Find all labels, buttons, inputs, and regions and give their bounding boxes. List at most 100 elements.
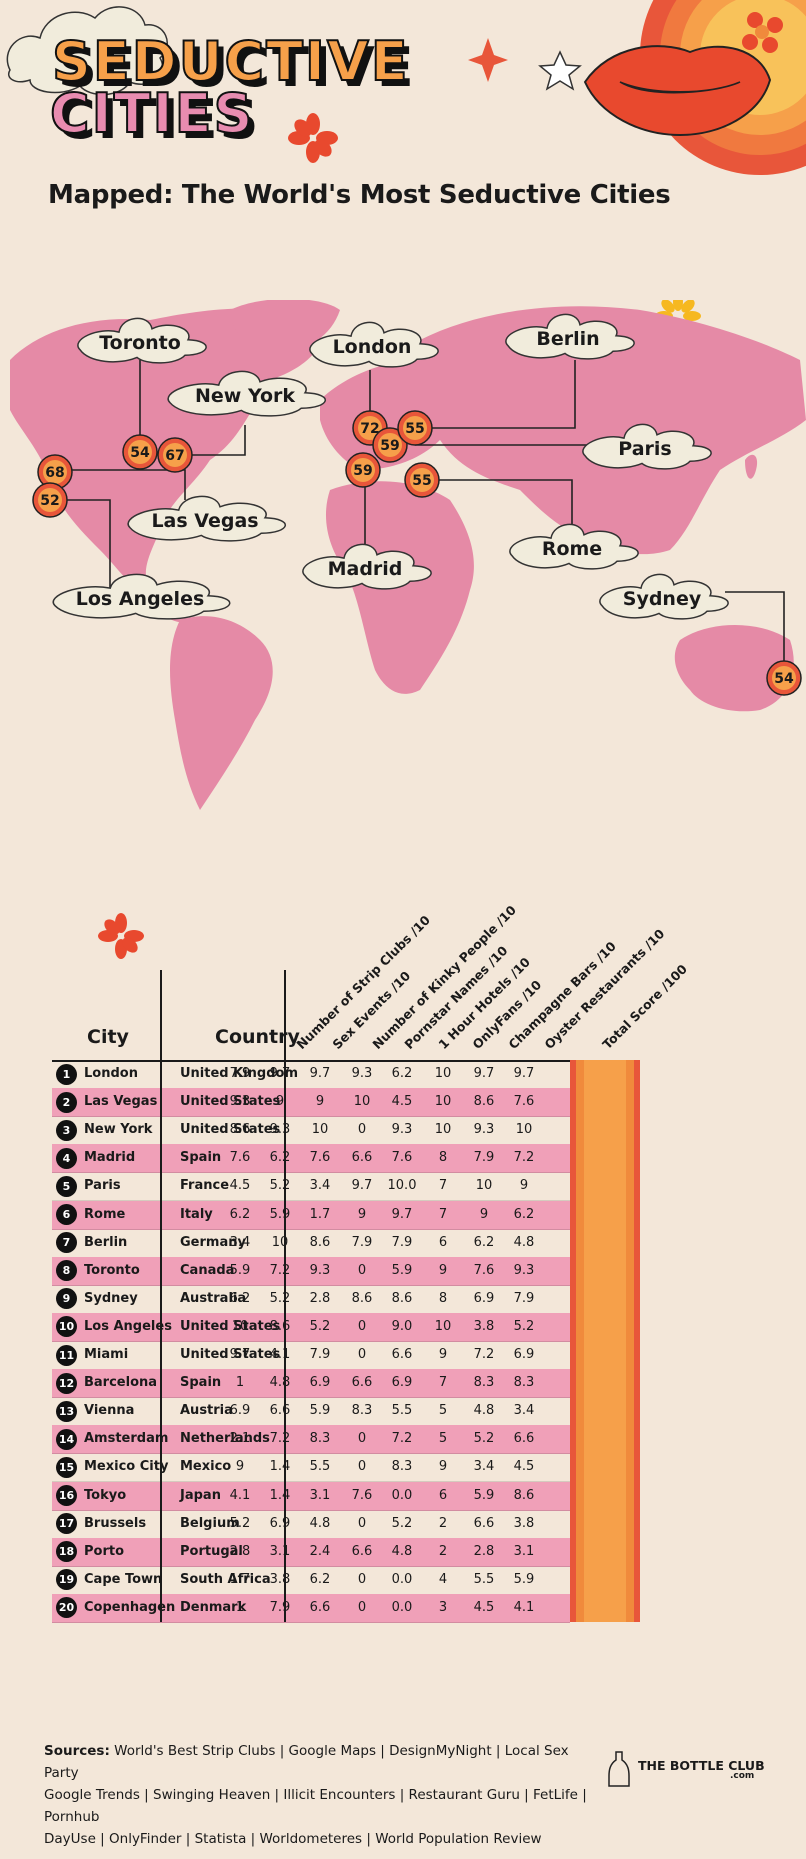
metric-value: 8.6 <box>351 1290 373 1306</box>
metric-value: 3.4 <box>309 1178 331 1194</box>
metric-value: 8.3 <box>351 1403 373 1419</box>
metric-value: 5.2 <box>473 1431 495 1447</box>
connector-lines <box>50 360 785 675</box>
metric-value: 5.9 <box>229 1262 251 1278</box>
city-label: Paris <box>618 438 671 460</box>
metric-value: 8 <box>438 1290 448 1306</box>
metric-value: 7.2 <box>513 1150 535 1166</box>
city-name: Porto <box>84 1543 125 1559</box>
metric-value: 4.1 <box>229 1487 251 1503</box>
brand-logo: THE BOTTLE CLUB .com <box>608 1751 765 1787</box>
city-cloud: Madrid <box>302 543 432 590</box>
pin-score: 59 <box>380 438 399 454</box>
pin-inner <box>128 440 152 464</box>
metric-value: 3.4 <box>229 1234 251 1250</box>
table-header: City Country Number of Strip Clubs /10 Se… <box>52 902 757 1060</box>
metric-value: 9 <box>438 1262 448 1278</box>
metric-value: 10 <box>231 1318 249 1334</box>
rank-badge: 11 <box>56 1344 77 1366</box>
metric-value: 9.0 <box>391 1318 413 1334</box>
metric-value: 6.6 <box>513 1431 535 1447</box>
metric-value: 7.6 <box>391 1150 413 1166</box>
rank-badge: 18 <box>56 1541 77 1563</box>
city-name: Brussels <box>84 1515 147 1531</box>
table-row: 11 Miami United States 9.7 4.1 7.9 0 6.6 9 7.2 6.9 <box>52 1341 570 1371</box>
metric-value: 6.9 <box>391 1375 413 1391</box>
country-name: Mexico <box>180 1459 232 1475</box>
metric-value: 6.9 <box>309 1375 331 1391</box>
metric-value: 2.8 <box>309 1290 331 1306</box>
metric-value: 9.7 <box>229 1347 251 1362</box>
table-row: 7 Berlin Germany 3.4 10 8.6 7.9 7.9 6 6.2 4.8 <box>52 1229 570 1258</box>
metric-value: 8.3 <box>309 1431 331 1447</box>
country-name: Denmark <box>180 1599 247 1615</box>
cloud-shape <box>599 573 729 620</box>
metric-value: 6.6 <box>351 1375 373 1391</box>
metric-value: 6.2 <box>309 1571 331 1587</box>
rank-badge: 13 <box>56 1400 77 1422</box>
rank-badge: 10 <box>56 1316 77 1338</box>
city-name: Amsterdam <box>84 1431 169 1447</box>
metric-value: 5.5 <box>473 1571 495 1587</box>
metric-value: 8.6 <box>473 1094 495 1110</box>
metric-value: 6 <box>438 1487 448 1503</box>
metric-value: 6.2 <box>391 1066 413 1081</box>
city-name: Tokyo <box>84 1487 127 1503</box>
metric-value: 7 <box>438 1206 448 1222</box>
city-cloud: Toronto <box>77 317 207 364</box>
metric-value: 0 <box>357 1262 367 1278</box>
pin-score: 72 <box>360 421 379 437</box>
metric-value: 8.6 <box>391 1290 413 1306</box>
country-name: United States <box>180 1094 281 1110</box>
city-name: Madrid <box>84 1150 136 1166</box>
metric-value: 2.8 <box>229 1543 251 1559</box>
table-row: 1 London United Kingdom 7.9 9.7 9.7 9.3 6.2 10 9.… <box>52 1060 570 1090</box>
metric-value: 4.8 <box>473 1403 495 1419</box>
metric-value: 7.6 <box>351 1487 373 1503</box>
pin-inner <box>351 458 375 482</box>
metric-value: 4.5 <box>229 1178 251 1194</box>
scores-table: City Country Number of Strip Clubs /10 Se… <box>52 902 757 1623</box>
svg-text:CITIES: CITIES <box>50 82 254 145</box>
column-divider <box>160 970 162 1622</box>
cloud-shape <box>167 370 326 417</box>
city-cloud: Paris <box>582 423 712 470</box>
metric-value: 0 <box>357 1431 367 1447</box>
city-name: Mexico City <box>84 1459 169 1475</box>
metric-value: 6.2 <box>513 1206 535 1222</box>
sources-line: Google Trends | Swinging Heaven | Illici… <box>44 1787 587 1825</box>
country-name: Belgium <box>180 1515 240 1531</box>
metric-value: 0 <box>357 1318 367 1334</box>
cloud-shape <box>52 573 231 620</box>
country-name: Australia <box>180 1290 247 1306</box>
metric-value: 0.0 <box>391 1487 413 1503</box>
cloud-decoration <box>6 6 168 96</box>
metric-value: 7.9 <box>269 1599 291 1615</box>
pin-score: 55 <box>405 421 424 437</box>
table-row: 18 Porto Portugal 2.8 3.1 2.4 6.6 4.8 2 2.8 3.1 <box>52 1537 570 1567</box>
metric-value: 9 <box>235 1459 245 1475</box>
metric-value: 4.5 <box>513 1459 535 1475</box>
pin-inner <box>410 468 434 492</box>
city-name: Las Vegas <box>84 1094 158 1110</box>
city-label: Madrid <box>328 558 403 580</box>
metric-value: 6.9 <box>229 1403 251 1419</box>
rank-badge: 9 <box>56 1288 77 1310</box>
city-name: Berlin <box>84 1234 128 1250</box>
rank-badge: 4 <box>56 1147 77 1169</box>
table-row: 6 Rome Italy 6.2 5.9 1.7 9 9.7 7 9 6.2 <box>52 1200 570 1230</box>
city-name: Cape Town <box>84 1571 163 1587</box>
cloud-shape <box>309 321 439 368</box>
metric-value: 6.6 <box>473 1515 495 1531</box>
metric-value: 5.9 <box>473 1487 495 1503</box>
title-graphic: SEDUCTIVE SEDUCTIVE CITIES CITIES <box>6 0 806 175</box>
pin-inner <box>358 416 382 440</box>
table-row: 8 Toronto Canada 5.9 7.2 9.3 0 5.9 9 7.6 9.3 <box>52 1256 570 1286</box>
metric-value: 9 <box>357 1206 367 1222</box>
metric-value: 0 <box>357 1515 367 1531</box>
city-score-pin: 55 <box>397 410 433 446</box>
metric-value: 0 <box>357 1571 367 1587</box>
metric-value: 8.6 <box>309 1234 331 1250</box>
city-name: Rome <box>84 1206 126 1222</box>
country-name: Japan <box>180 1487 221 1503</box>
